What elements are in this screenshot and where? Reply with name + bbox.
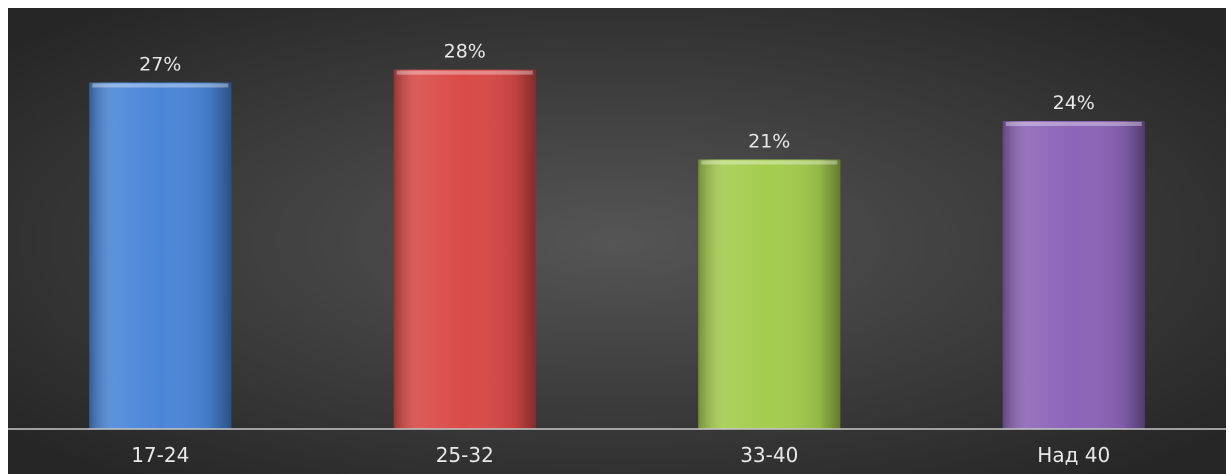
bar-4-highlight xyxy=(1005,122,1142,126)
data-label: 27% xyxy=(139,54,181,76)
bar-1-shading xyxy=(89,82,232,429)
x-tick-label: 33-40 xyxy=(740,443,798,467)
data-label: 21% xyxy=(748,131,790,153)
x-tick-label: 17-24 xyxy=(131,443,189,467)
data-label: 24% xyxy=(1053,92,1095,114)
bar-2-highlight xyxy=(396,70,533,75)
bar-4-shading xyxy=(1002,121,1145,429)
labels-group: 27% 17-24 28% 25-32 21% 33-40 24% Над 40 xyxy=(131,41,1110,467)
bar-3-shading xyxy=(698,159,841,429)
x-tick-label: 25-32 xyxy=(436,443,494,467)
bar-1-highlight xyxy=(92,83,229,88)
x-tick-label: Над 40 xyxy=(1037,443,1110,467)
data-label: 28% xyxy=(444,41,486,63)
bar-3-highlight xyxy=(701,160,838,165)
bar-2-shading xyxy=(393,69,536,430)
bars-group xyxy=(89,69,1145,430)
